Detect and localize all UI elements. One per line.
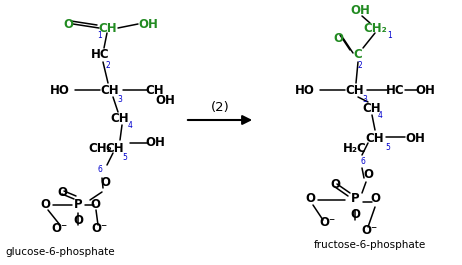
Text: CH: CH <box>99 21 117 34</box>
Text: OH: OH <box>145 136 165 149</box>
Text: O⁻: O⁻ <box>92 222 108 235</box>
Text: 6: 6 <box>97 166 103 174</box>
Text: O: O <box>363 169 373 182</box>
Text: CH: CH <box>111 112 129 125</box>
Text: O⁻: O⁻ <box>362 223 378 236</box>
Text: P: P <box>351 192 359 205</box>
Text: OH: OH <box>350 3 370 16</box>
Text: CH₂: CH₂ <box>363 21 387 34</box>
Text: O: O <box>40 198 50 211</box>
Text: CH: CH <box>366 131 384 144</box>
Text: O⁻: O⁻ <box>52 222 68 235</box>
Text: O: O <box>330 179 340 192</box>
Text: glucose-6-phosphate: glucose-6-phosphate <box>5 247 115 257</box>
Text: 6: 6 <box>360 157 365 166</box>
Text: 2: 2 <box>358 60 362 69</box>
Text: O: O <box>350 209 360 222</box>
Text: HC: HC <box>386 83 404 96</box>
Text: (2): (2) <box>211 101 229 114</box>
Text: CH: CH <box>101 83 119 96</box>
Text: O: O <box>333 32 343 45</box>
Text: OH: OH <box>138 17 158 30</box>
Text: fructose-6-phosphate: fructose-6-phosphate <box>314 240 426 250</box>
Text: O: O <box>305 192 315 205</box>
Text: 3: 3 <box>117 95 122 104</box>
Text: OH: OH <box>155 94 175 107</box>
Text: P: P <box>73 198 82 211</box>
Text: O: O <box>63 17 73 30</box>
Text: 4: 4 <box>377 111 383 120</box>
Text: 1: 1 <box>388 30 392 39</box>
Text: CH: CH <box>106 142 124 154</box>
Text: O: O <box>100 176 110 189</box>
Text: 1: 1 <box>97 30 103 39</box>
Text: HO: HO <box>50 83 70 96</box>
Text: 4: 4 <box>128 121 133 130</box>
Text: O: O <box>370 192 380 205</box>
Text: 3: 3 <box>363 95 367 104</box>
Text: 5: 5 <box>122 153 128 162</box>
Text: O: O <box>90 198 100 211</box>
Text: CH₂: CH₂ <box>88 142 112 154</box>
Text: CH: CH <box>363 101 381 114</box>
Text: HC: HC <box>91 48 109 61</box>
Text: O: O <box>73 214 83 227</box>
Text: HO: HO <box>295 83 315 96</box>
Text: 5: 5 <box>386 144 390 152</box>
Text: O⁻: O⁻ <box>320 215 336 228</box>
Text: O: O <box>57 186 67 198</box>
Text: C: C <box>353 48 362 61</box>
Text: 2: 2 <box>106 60 110 69</box>
Text: OH: OH <box>405 131 425 144</box>
Text: H₂C: H₂C <box>343 142 367 154</box>
Text: OH: OH <box>415 83 435 96</box>
Text: CH: CH <box>346 83 365 96</box>
Text: CH: CH <box>146 83 164 96</box>
